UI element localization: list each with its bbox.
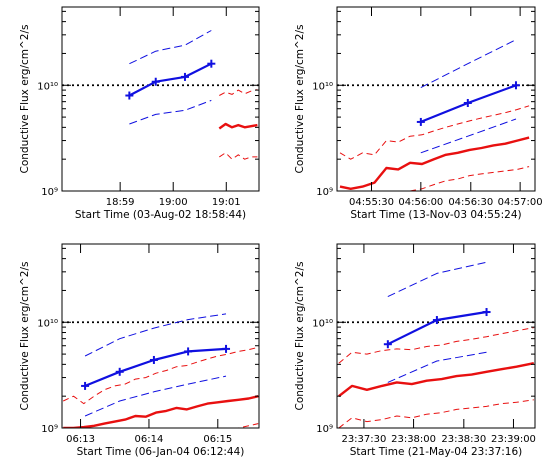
- series-red-upper: [338, 327, 534, 364]
- series-red-main: [338, 362, 535, 398]
- plot-area: [62, 313, 259, 428]
- data-point-marker: [511, 81, 520, 90]
- x-tick-label: 18:59: [106, 197, 135, 208]
- series-red-lower: [219, 152, 258, 160]
- series-red-main: [63, 395, 259, 428]
- series-red-main: [218, 122, 258, 130]
- y-axis-label: Conductive Flux erg/cm^2/s: [19, 262, 31, 411]
- data-point-marker: [222, 344, 231, 353]
- data-point-marker: [125, 91, 134, 100]
- y-tick-label: 10¹⁰: [312, 81, 333, 92]
- data-point-marker: [482, 308, 491, 317]
- x-tick-label: 04:55:30: [349, 197, 394, 208]
- y-tick-label: 10⁹: [316, 187, 333, 198]
- x-axis-label: Start Time (03-Aug-02 18:58:44): [75, 209, 246, 221]
- series-blue-upper: [129, 30, 212, 65]
- x-tick-label: 06:14: [135, 434, 164, 445]
- x-tick-label: 04:56:30: [448, 197, 493, 208]
- series-red-upper: [219, 89, 258, 96]
- data-point-marker: [180, 72, 189, 81]
- series-blue-main: [128, 62, 212, 97]
- data-point-marker: [383, 340, 392, 349]
- x-tick-label: 19:01: [212, 197, 241, 208]
- plot-frame: [336, 243, 536, 429]
- data-point-marker: [115, 367, 124, 376]
- series-red-main: [339, 136, 530, 191]
- data-point-marker: [463, 98, 472, 107]
- y-tick-label: 10⁹: [41, 424, 58, 435]
- plot-frame: [336, 6, 536, 192]
- x-axis-label: Start Time (21-May-04 23:37:16): [350, 446, 523, 458]
- y-tick-label: 10¹⁰: [312, 318, 333, 329]
- series-red-lower: [338, 399, 534, 428]
- x-tick-label: 06:15: [203, 434, 232, 445]
- data-point-marker: [207, 59, 216, 68]
- data-point-marker: [151, 77, 160, 86]
- data-point-marker: [184, 347, 193, 356]
- y-tick-label: 10¹⁰: [37, 81, 58, 92]
- x-tick-label: 23:38:30: [441, 434, 486, 445]
- y-axis-label: Conductive Flux erg/cm^2/s: [19, 25, 31, 174]
- y-axis-label: Conductive Flux erg/cm^2/s: [294, 262, 306, 411]
- x-tick-label: 06:13: [66, 434, 95, 445]
- x-tick-label: 23:39:00: [491, 434, 536, 445]
- plot-area: [337, 39, 535, 191]
- y-tick-label: 10⁹: [316, 424, 333, 435]
- series-red-upper: [62, 346, 259, 405]
- x-tick-label: 04:57:00: [498, 197, 543, 208]
- data-point-marker: [81, 381, 90, 390]
- series-blue-lower: [420, 118, 517, 154]
- y-tick-label: 10¹⁰: [37, 318, 58, 329]
- data-point-marker: [416, 117, 425, 126]
- data-point-marker: [432, 316, 441, 325]
- plot-area: [62, 30, 259, 160]
- x-tick-label: 23:37:30: [341, 434, 386, 445]
- series-blue-upper: [387, 261, 487, 298]
- data-point-marker: [149, 355, 158, 364]
- x-axis-label: Start Time (13-Nov-03 04:55:24): [350, 209, 521, 221]
- series-blue-upper: [420, 39, 517, 89]
- plot-frame: [61, 6, 260, 192]
- plot-frame: [61, 243, 260, 429]
- chart-panel-4: 10⁹ 10¹⁰ 23:37:30 23:38:00 23:38:30 23:39:00S…: [294, 243, 536, 458]
- x-tick-label: 04:56:00: [398, 197, 443, 208]
- series-red-upper: [339, 105, 530, 160]
- series-blue-lower: [387, 351, 487, 383]
- series-blue-lower: [129, 99, 212, 125]
- y-tick-label: 10⁹: [41, 187, 58, 198]
- chart-panel-2: 10⁹ 10¹⁰ 04:55:30 04:56:00 04:56:30 04:57:00S…: [294, 6, 543, 221]
- x-tick-label: 23:38:00: [391, 434, 436, 445]
- x-axis-label: Start Time (06-Jan-04 06:12:44): [77, 446, 245, 458]
- series-blue-upper: [84, 313, 227, 357]
- y-axis-label: Conductive Flux erg/cm^2/s: [294, 25, 306, 174]
- series-red-lower: [340, 166, 530, 191]
- series-blue-lower: [84, 375, 227, 417]
- x-tick-label: 19:00: [159, 197, 188, 208]
- plot-area: [337, 261, 535, 428]
